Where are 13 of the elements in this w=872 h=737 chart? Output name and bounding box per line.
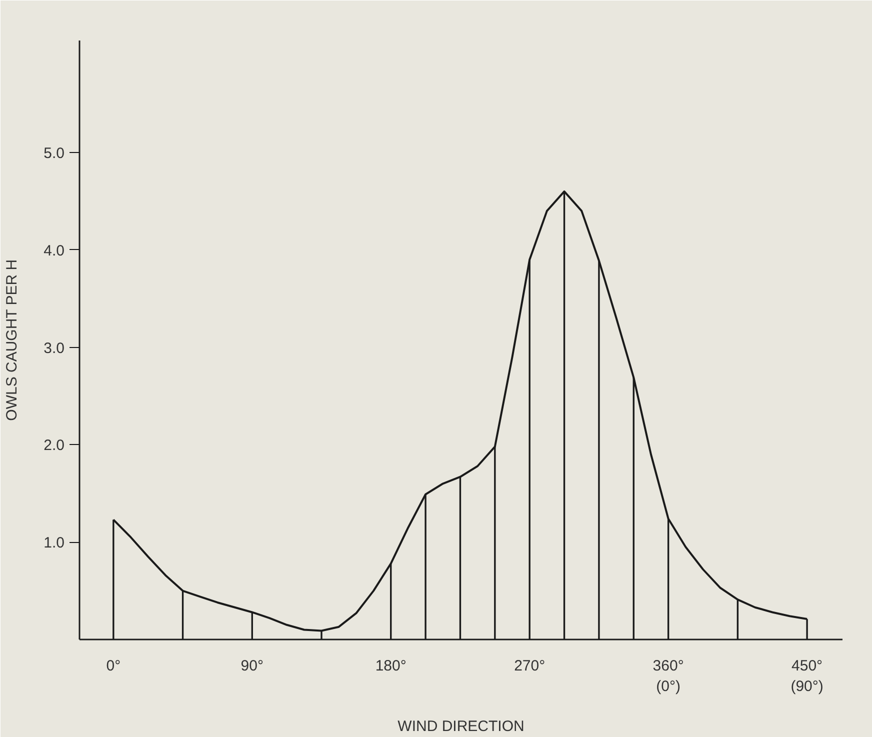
y-axis-title: OWLS CAUGHT PER H <box>4 259 21 421</box>
y-tick-label: 1.0 <box>44 534 65 552</box>
y-tick-label: 4.0 <box>44 242 65 260</box>
x-tick-label: 0° <box>106 658 121 674</box>
x-tick-label: 360° (0°) <box>652 658 684 695</box>
x-tick-label: 450° (90°) <box>790 658 824 695</box>
y-tick-label: 2.0 <box>44 437 65 454</box>
y-tick-label: 3.0 <box>44 340 65 357</box>
y-tick-label: 5.0 <box>44 145 65 162</box>
x-tick-label: 180° <box>375 658 406 674</box>
x-axis-title: WIND DIRECTION <box>398 718 524 735</box>
x-tick-label: 270° <box>514 658 546 674</box>
x-tick-label: 90° <box>240 658 264 674</box>
